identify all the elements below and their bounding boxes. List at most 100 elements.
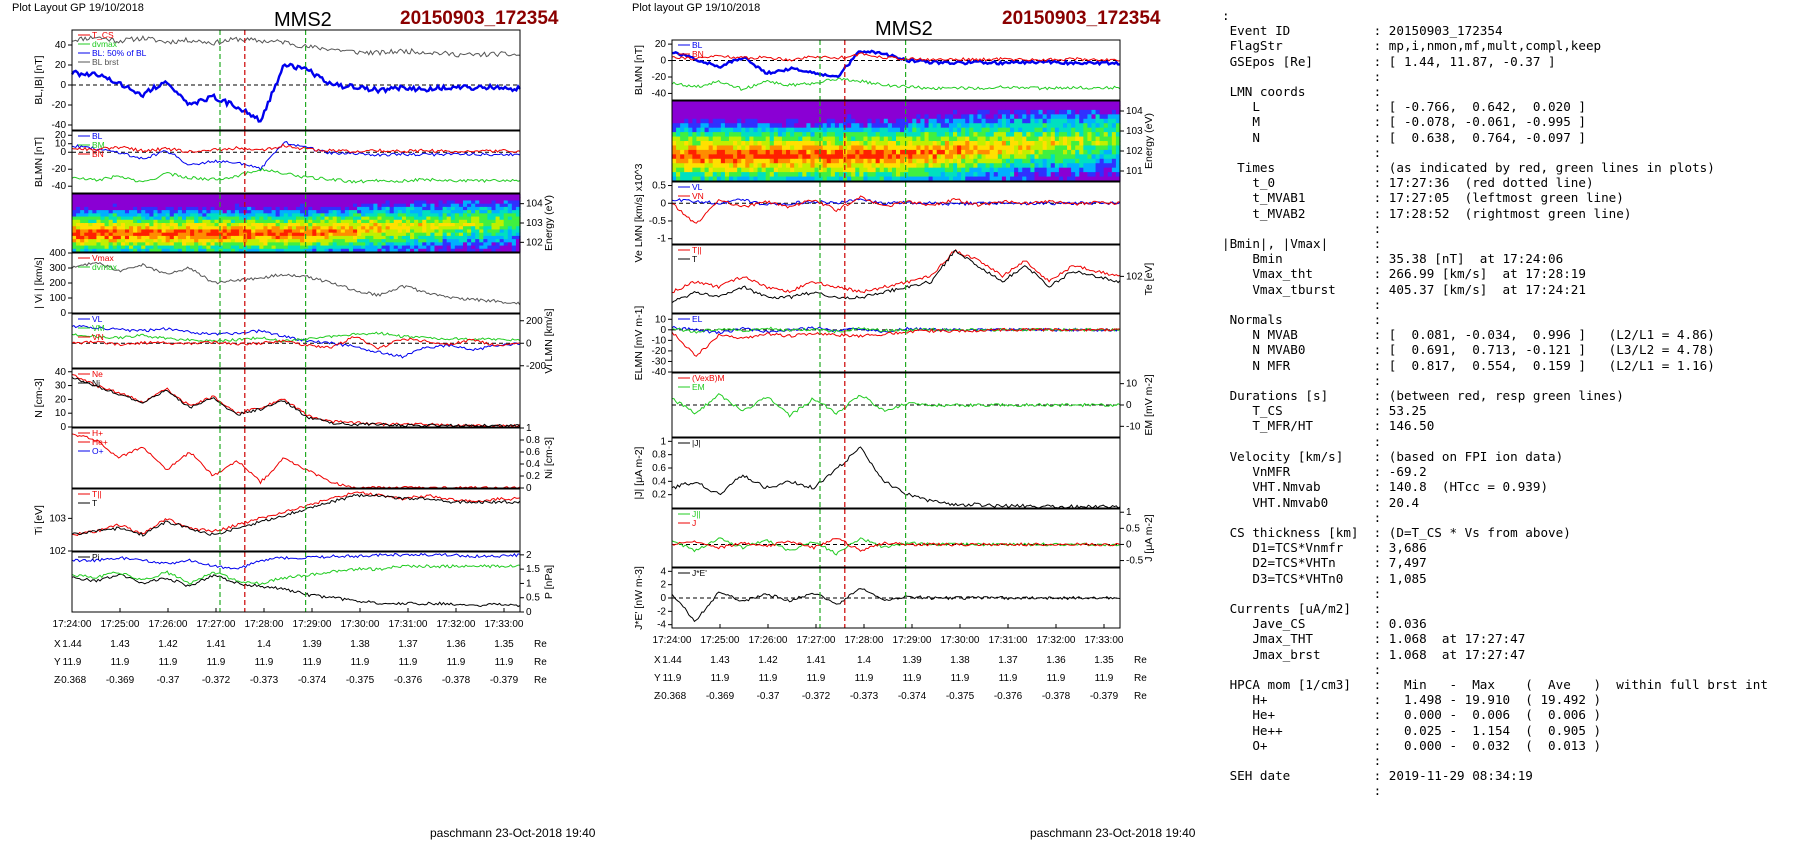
spectrogram-cell [129,206,134,211]
spectrogram-cell [234,239,240,243]
spectrogram-cell [206,242,212,247]
spectrogram-cell [458,223,464,227]
spectrogram-cell [263,229,269,234]
spectrogram-cell [855,172,860,178]
spectrogram-cell [72,197,77,202]
spectrogram-cell [1046,118,1052,124]
spectrogram-cell [940,123,946,129]
spectrogram-cell [761,149,767,155]
spectrogram-cell [251,210,256,214]
spectrogram-cell [904,163,909,169]
spectrogram-cell [275,213,281,218]
spectrogram-cell [462,219,468,224]
spectrogram-cell [255,245,260,250]
spectrogram-cell [418,235,423,240]
spectrogram-cell [781,154,787,160]
spectrogram-cell [410,248,415,253]
spectrogram-cell [1046,154,1052,160]
spectrogram-cell [255,223,260,227]
spectrogram-cell [1067,118,1072,124]
spectrogram-cell [1042,105,1048,111]
ephem-value: 1.38 [350,639,370,650]
spectrogram-cell [247,245,252,250]
spectrogram-cell [153,239,159,243]
middle-plot-header: Plot layout GP 19/10/2018 [632,2,761,14]
spectrogram-cell [507,235,513,240]
spectrogram-cell [1079,114,1084,120]
spectrogram-cell [332,229,338,234]
spectrogram-cell [741,101,746,107]
spectrogram-cell [672,141,677,147]
spectrogram-cell [283,206,289,211]
spectrogram-cell [475,194,480,198]
spectrogram-cell [495,239,501,243]
spectrogram-cell [218,216,224,221]
spectrogram-cell [696,127,702,133]
spectrogram-cell [234,232,240,237]
legend-label: BL [92,131,103,141]
spectrogram-cell [887,172,893,178]
spectrogram-cell [1087,127,1093,133]
spectrogram-cell [340,232,346,237]
spectrogram-cell [422,226,427,231]
spectrogram-cell [900,154,905,160]
spectrogram-cell [385,232,391,237]
spectrogram-cell [381,200,387,205]
spectrogram-cell [80,210,85,214]
spectrogram-cell [891,163,897,169]
spectrogram-cell [405,200,411,205]
spectrogram-cell [753,132,759,138]
spectrogram-cell [279,235,285,240]
spectrogram-cell [847,127,852,133]
spectrogram-cell [348,194,354,198]
spectrogram-cell [198,206,203,211]
spectrogram-cell [491,245,497,250]
spectrogram-cell [357,245,362,250]
spectrogram-cell [765,158,771,164]
info-line: : [1222,68,1382,84]
spectrogram-cell [76,213,81,218]
spectrogram-cell [814,101,820,107]
spectrogram-cell [124,219,130,224]
spectrogram-cell [1001,101,1007,107]
spectrogram-cell [503,210,509,214]
spectrogram-cell [511,219,517,224]
spectrogram-cell [226,197,232,202]
spectrogram-cell [777,158,783,164]
spectrogram-cell [1107,172,1113,178]
spectrogram-cell [430,200,436,205]
spectrogram-cell [1050,141,1056,147]
spectrogram-cell [381,203,387,208]
spectrogram-cell [385,235,391,240]
spectrogram-cell [96,203,102,208]
spectrogram-cell [410,219,415,224]
panel-frame [71,551,521,613]
spectrogram-cell [1018,145,1023,151]
spectrogram-cell [304,200,309,205]
spectrogram-cell [891,114,897,120]
spectrogram-cell [458,216,464,221]
spectrogram-cell [696,145,702,151]
spectrogram-cell [234,210,240,214]
spectrogram-cell [1091,176,1097,182]
spectrogram-cell [724,123,730,129]
spectrogram-cell [1087,114,1093,120]
spectrogram-cell [454,235,460,240]
spectrogram-cell [912,176,917,182]
spectrogram-cell [222,210,228,214]
spectrogram-cell [855,145,860,151]
spectrogram-cell [814,167,820,173]
ephem-value: 1.41 [206,639,226,650]
spectrogram-cell [692,127,698,133]
spectrogram-cell [1091,145,1097,151]
spectrogram-cell [76,216,81,221]
y-axis-label: P [nPa] [543,565,555,599]
spectrogram-cell [867,149,873,155]
spectrogram-cell [296,242,301,247]
spectrogram-cell [361,219,366,224]
spectrogram-cell [944,172,950,178]
spectrogram-cell [238,245,244,250]
spectrogram-cell [680,127,685,133]
spectrogram-cell [834,154,840,160]
spectrogram-cell [230,248,236,253]
